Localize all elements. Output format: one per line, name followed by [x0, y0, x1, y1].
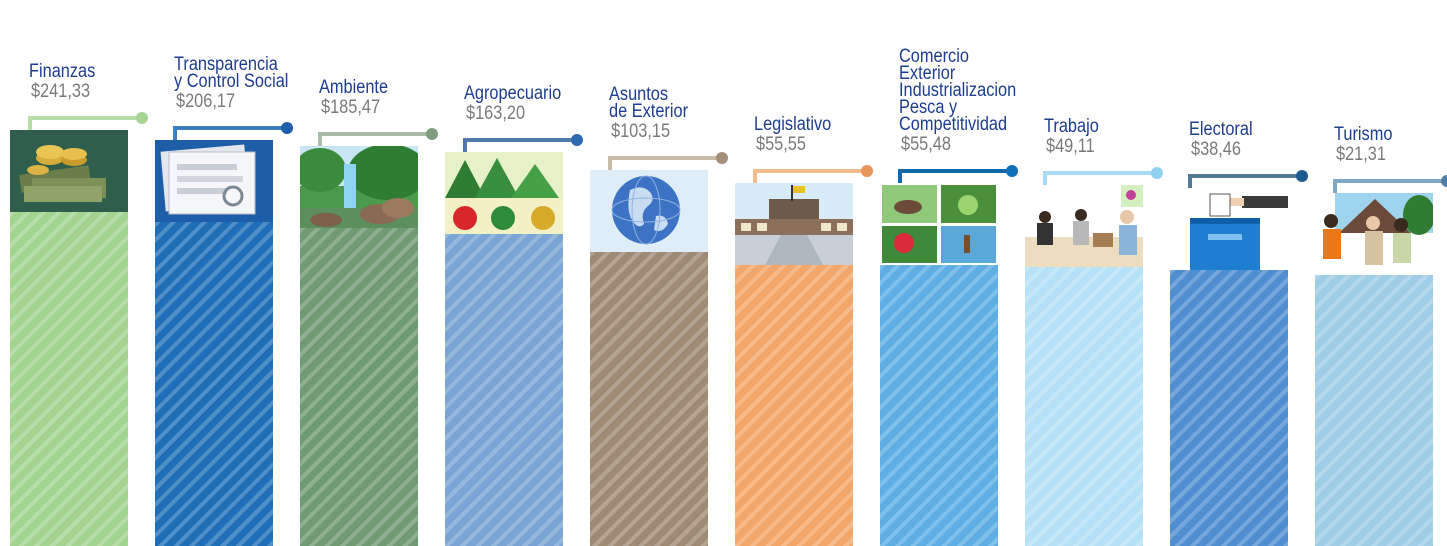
- value-label: $55,55: [756, 135, 806, 155]
- bar: [10, 212, 128, 546]
- category-label-line: Turismo: [1334, 126, 1392, 143]
- category-label: Agropecuario: [464, 85, 561, 102]
- category-label-line: Electoral: [1189, 121, 1253, 138]
- category-label-line: Trabajo: [1044, 118, 1099, 135]
- bar: [300, 228, 418, 546]
- leader-line: [1043, 171, 1157, 185]
- leader-line: [1333, 179, 1447, 193]
- category-label: Transparencia y Control Social: [174, 56, 288, 90]
- office-workers-icon: [1025, 185, 1143, 267]
- bar: [1315, 275, 1433, 546]
- leader-dot: [136, 112, 148, 124]
- leader-dot: [1151, 167, 1163, 179]
- money-icon: [10, 130, 128, 212]
- category-label-line: Agropecuario: [464, 85, 561, 102]
- leader-line: [318, 132, 432, 146]
- value-label: $49,11: [1046, 137, 1095, 157]
- leader-line: [463, 138, 577, 152]
- leader-dot: [571, 134, 583, 146]
- category-label-line: de Exterior: [609, 103, 688, 120]
- ballot-box-icon: [1170, 188, 1288, 270]
- value-label: $163,20: [466, 104, 525, 124]
- leader-line: [28, 116, 142, 130]
- leader-line: [173, 126, 287, 140]
- parliament-building-icon: [735, 183, 853, 265]
- category-label: Legislativo: [754, 116, 831, 133]
- leader-dot: [716, 152, 728, 164]
- value-label: $206,17: [176, 92, 235, 112]
- category-label-line: Ambiente: [319, 79, 388, 96]
- leader-line: [753, 169, 867, 183]
- bar: [735, 265, 853, 546]
- category-label-line: Competitividad: [899, 116, 1016, 133]
- leader-dot: [426, 128, 438, 140]
- value-label: $241,33: [31, 82, 90, 102]
- leader-dot: [1006, 165, 1018, 177]
- bar: [880, 265, 998, 546]
- leader-line: [1188, 174, 1302, 188]
- value-label: $38,46: [1191, 140, 1241, 160]
- tourists-icon: [1315, 193, 1433, 275]
- category-label: Trabajo: [1044, 118, 1099, 135]
- value-label: $21,31: [1336, 145, 1386, 165]
- category-label: Asuntos de Exterior: [609, 86, 688, 120]
- nature-waterfall-icon: [300, 146, 418, 228]
- globe-icon: [590, 170, 708, 252]
- category-label: Ambiente: [319, 79, 388, 96]
- value-label: $55,48: [901, 135, 951, 155]
- leader-line: [898, 169, 1012, 183]
- value-label: $185,47: [321, 98, 380, 118]
- bar: [1170, 270, 1288, 546]
- crops-icon: [445, 152, 563, 234]
- category-label: Electoral: [1189, 121, 1253, 138]
- leader-dot: [1296, 170, 1308, 182]
- leader-dot: [861, 165, 873, 177]
- leader-line: [608, 156, 722, 170]
- category-label: Comercio Exterior Industrializacion Pesca y…: [899, 48, 1016, 133]
- leader-dot: [1441, 175, 1447, 187]
- bar: [1025, 267, 1143, 546]
- category-label-line: Finanzas: [29, 63, 95, 80]
- documents-icon: [155, 140, 273, 222]
- trade-fishing-icon: [880, 183, 998, 265]
- category-label: Turismo: [1334, 126, 1392, 143]
- bar: [445, 234, 563, 546]
- bar: [155, 222, 273, 546]
- leader-dot: [281, 122, 293, 134]
- bar: [590, 252, 708, 546]
- category-label-line: y Control Social: [174, 73, 288, 90]
- value-label: $103,15: [611, 122, 670, 142]
- category-label: Finanzas: [29, 63, 95, 80]
- category-label-line: Legislativo: [754, 116, 831, 133]
